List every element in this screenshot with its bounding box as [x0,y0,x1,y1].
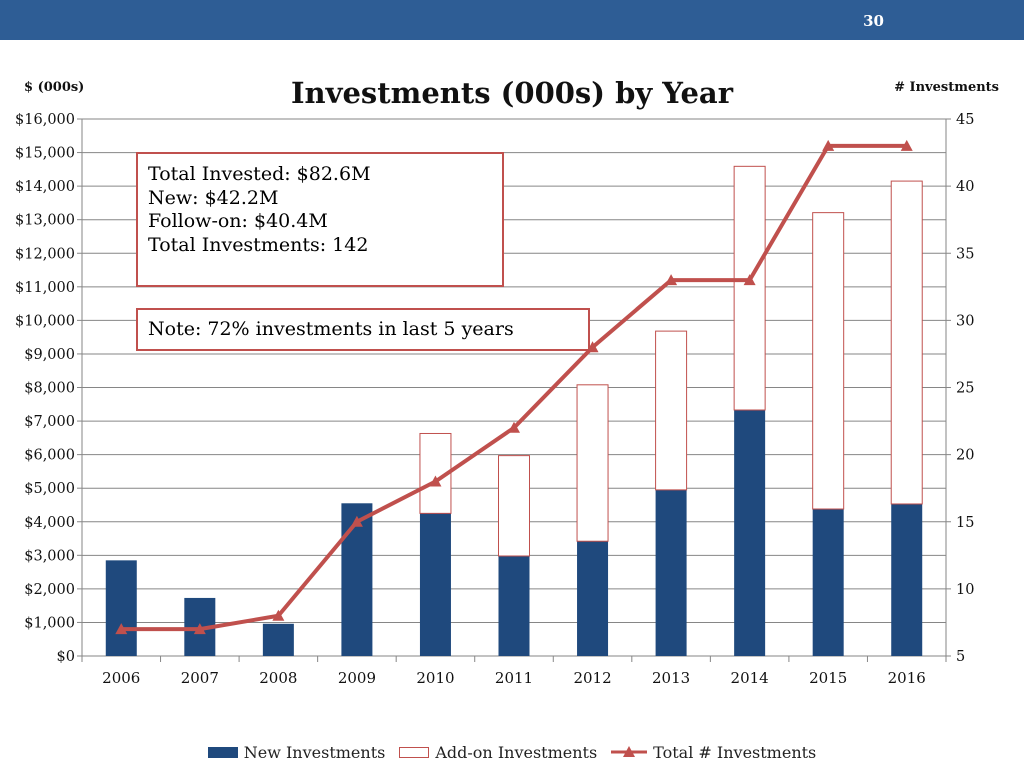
bar-new-investments [498,555,530,656]
y-right-tick-label: 15 [956,515,974,531]
y-left-tick-label: $13,000 [15,213,75,229]
legend: New Investments Add-on Investments Total… [0,740,1024,764]
y-left-tick-label: $0 [57,649,75,665]
y-right-tick-label: 45 [956,112,974,128]
y-right-tick-label: 25 [956,381,974,397]
y-left-tick-label: $9,000 [24,347,75,363]
bar-new-investments [812,508,844,656]
y-left-tick-label: $4,000 [24,515,75,531]
line-marker-point [900,139,913,151]
bar-new-investments [891,503,923,656]
y-left-tick-label: $8,000 [24,381,75,397]
legend-swatch-total [611,746,648,757]
y-left-tick-label: $7,000 [24,414,75,430]
x-tick-label: 2011 [495,669,533,687]
summary-total-investments: Total Investments: 142 [148,233,369,256]
bar-addon-investments [498,455,530,557]
line-marker-point [193,623,206,635]
line-marker-point [822,139,835,151]
bar-new-investments [577,541,609,656]
bar-new-investments [105,560,137,656]
summary-new: New: $42.2M [148,186,279,209]
bar-addon-investments [812,212,845,510]
legend-label-addon: Add-on Investments [435,742,598,762]
bar-addon-investments [655,330,688,491]
line-marker-point [115,623,128,635]
line-marker-point [350,515,363,527]
line-marker-point [429,475,442,487]
line-marker-point [665,274,678,286]
y-left-tick-label: $5,000 [24,481,75,497]
legend-label-new: New Investments [243,742,386,762]
bar-addon-investments [733,165,766,411]
bar-new-investments [419,513,451,656]
y-left-tick-label: $12,000 [15,246,75,262]
investments-chart: $0 $1,000 $2,000 $3,000 $4,000 $5,000 $6,000 $7… [15,76,999,687]
x-tick-label: 2013 [652,669,690,687]
y-right-tick-label: 30 [956,313,974,329]
y-axis-right-label: # Investments [894,80,999,95]
y-left-tick-label: $16,000 [15,112,75,128]
line-marker-point [743,274,756,286]
y-left-tick-label: $10,000 [15,313,75,329]
bar-new-investments [262,623,294,656]
bar-addon-investments [890,180,923,505]
y-left-tick-label: $15,000 [15,146,75,162]
summary-box: Total Invested: $82.6M New: $42.2M Follo… [136,152,504,287]
legend-item-total: Total # Investments [611,743,816,762]
y-right-tick-label: 35 [956,246,974,262]
x-tick-label: 2014 [731,669,769,687]
legend-item-addon: Add-on Investments [399,743,597,762]
bar-addon-investments [576,384,609,542]
summary-follow-on: Follow-on: $40.4M [148,210,328,232]
x-tick-label: 2006 [102,669,140,687]
y-axis-left-label: $ (000s) [24,80,84,95]
y-left-tick-label: $6,000 [24,448,75,464]
total-investments-line [115,139,913,635]
bar-new-investments [734,409,766,656]
y-right-tick-label: 20 [956,448,974,464]
x-tick-label: 2010 [416,669,454,687]
legend-swatch-addon [399,746,430,758]
x-tick-label: 2008 [259,669,297,687]
x-tick-label: 2015 [809,669,847,687]
y-left-tick-label: $14,000 [15,179,75,195]
line-marker-point [508,421,520,433]
bar-new-investments [341,503,373,656]
page-number: 30 [863,12,884,30]
line-marker-point [272,609,285,621]
note-text: Note: 72% investments in last 5 years [148,318,514,340]
summary-total-invested: Total Invested: $82.6M [148,163,371,185]
y-left-tick-label: $2,000 [24,582,75,598]
legend-item-new: New Investments [207,742,386,762]
y-right-tick-label: 5 [956,649,965,665]
x-tick-label: 2007 [181,669,219,687]
x-tick-label: 2009 [338,669,376,687]
y-right-tick-label: 40 [956,179,974,195]
chart-title: Investments (000s) by Year [291,76,734,110]
axes: $0 $1,000 $2,000 $3,000 $4,000 $5,000 $6,000 $7… [15,112,974,687]
y-left-tick-label: $11,000 [15,280,75,296]
x-tick-label: 2012 [573,669,611,687]
x-tick-label: 2016 [888,669,926,687]
note-box: Note: 72% investments in last 5 years [136,308,590,351]
bar-new-investments [655,489,687,656]
header-bar: 30 [0,0,1024,40]
legend-swatch-new [207,746,238,758]
legend-label-total: Total # Investments [653,742,817,762]
y-left-tick-label: $1,000 [24,615,75,631]
y-right-tick-label: 10 [956,582,974,598]
y-left-tick-label: $3,000 [24,548,75,564]
